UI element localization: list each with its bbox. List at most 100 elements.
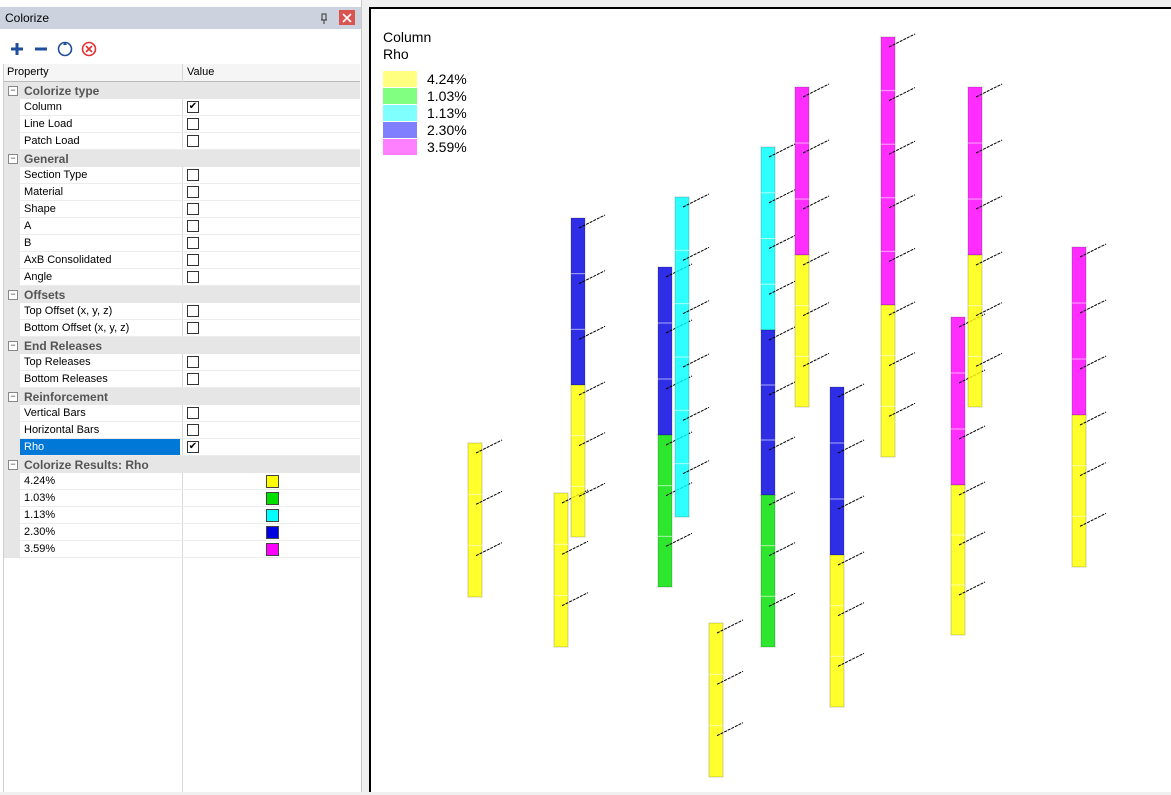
header-cell: Property bbox=[7, 66, 49, 78]
pin-button[interactable] bbox=[321, 13, 327, 24]
property-row[interactable]: 4.24% bbox=[4, 473, 360, 490]
row-indent bbox=[4, 371, 20, 388]
property-row[interactable]: Angle bbox=[4, 269, 360, 286]
property-row[interactable]: Top Offset (x, y, z) bbox=[4, 303, 360, 320]
close-button[interactable] bbox=[339, 10, 355, 25]
property-row[interactable]: Bottom Offset (x, y, z) bbox=[4, 320, 360, 337]
property-label: Column bbox=[24, 101, 62, 113]
local-axis bbox=[682, 300, 710, 315]
column-segment bbox=[1071, 246, 1087, 416]
row-indent bbox=[4, 218, 20, 235]
toolbar bbox=[11, 41, 97, 57]
property-label: Rho bbox=[20, 439, 180, 455]
checkbox[interactable] bbox=[187, 169, 199, 181]
group-row[interactable]: − Offsets bbox=[4, 286, 360, 303]
title-buttons bbox=[321, 10, 355, 25]
column-segment bbox=[760, 494, 776, 648]
local-axis bbox=[578, 270, 606, 285]
collapse-toggle[interactable]: − bbox=[8, 460, 18, 470]
property-row[interactable]: 2.30% bbox=[4, 524, 360, 541]
property-label: B bbox=[24, 237, 32, 249]
local-axis bbox=[888, 87, 916, 102]
property-row[interactable]: A bbox=[4, 218, 360, 235]
group-label: Reinforcement bbox=[24, 390, 109, 404]
property-row[interactable]: AxB Consolidated bbox=[4, 252, 360, 269]
checkbox[interactable] bbox=[187, 424, 199, 436]
collapse-toggle[interactable]: − bbox=[8, 290, 18, 300]
local-axis bbox=[888, 352, 916, 367]
local-axis bbox=[682, 246, 710, 261]
property-row[interactable]: 1.03% bbox=[4, 490, 360, 507]
checkbox[interactable]: ✔ bbox=[187, 441, 199, 453]
checkbox[interactable] bbox=[187, 186, 199, 198]
property-label: 1.13% bbox=[24, 509, 56, 521]
property-row[interactable]: Shape bbox=[4, 201, 360, 218]
checkbox[interactable] bbox=[187, 254, 199, 266]
column-segment bbox=[657, 434, 673, 588]
property-row[interactable]: Section Type bbox=[4, 167, 360, 184]
checkbox[interactable] bbox=[187, 305, 199, 317]
property-label: AxB Consolidated bbox=[24, 254, 112, 266]
color-swatch[interactable] bbox=[266, 543, 279, 556]
clear-button[interactable] bbox=[81, 41, 97, 57]
local-axis bbox=[1079, 243, 1107, 258]
local-axis bbox=[1079, 512, 1107, 527]
checkbox[interactable] bbox=[187, 373, 199, 385]
checkbox[interactable] bbox=[187, 271, 199, 283]
property-row[interactable]: Bottom Releases bbox=[4, 371, 360, 388]
checkbox[interactable] bbox=[187, 220, 199, 232]
property-label: Bottom Releases bbox=[24, 373, 108, 385]
property-row[interactable]: Horizontal Bars bbox=[4, 422, 360, 439]
group-label: General bbox=[24, 152, 69, 166]
refresh-button[interactable] bbox=[57, 41, 73, 57]
group-row[interactable]: − Colorize Results: Rho bbox=[4, 456, 360, 473]
color-swatch[interactable] bbox=[266, 509, 279, 522]
property-row[interactable]: 1.13% bbox=[4, 507, 360, 524]
collapse-toggle[interactable]: − bbox=[8, 392, 18, 402]
checkbox[interactable] bbox=[187, 237, 199, 249]
column-segment bbox=[829, 554, 845, 708]
local-axis bbox=[888, 194, 916, 209]
group-row[interactable]: − General bbox=[4, 150, 360, 167]
checkbox[interactable] bbox=[187, 322, 199, 334]
collapse-toggle[interactable]: − bbox=[8, 341, 18, 351]
legend-swatch bbox=[383, 71, 417, 87]
legend-label: 4.24% bbox=[427, 71, 467, 87]
checkbox[interactable] bbox=[187, 356, 199, 368]
group-row[interactable]: − End Releases bbox=[4, 337, 360, 354]
color-swatch[interactable] bbox=[266, 526, 279, 539]
property-row[interactable]: Patch Load bbox=[4, 133, 360, 150]
collapse-toggle[interactable]: − bbox=[8, 154, 18, 164]
local-axis bbox=[975, 302, 1003, 317]
checkbox[interactable]: ✔ bbox=[187, 101, 199, 113]
row-indent bbox=[4, 303, 20, 320]
color-swatch[interactable] bbox=[266, 492, 279, 505]
checkbox[interactable] bbox=[187, 407, 199, 419]
checkbox[interactable] bbox=[187, 135, 199, 147]
property-row[interactable]: Line Load bbox=[4, 116, 360, 133]
property-row[interactable]: Material bbox=[4, 184, 360, 201]
row-indent bbox=[4, 133, 20, 150]
legend-swatch bbox=[383, 139, 417, 155]
checkbox[interactable] bbox=[187, 118, 199, 130]
group-row[interactable]: − Reinforcement bbox=[4, 388, 360, 405]
property-row[interactable]: Vertical Bars bbox=[4, 405, 360, 422]
property-row[interactable]: B bbox=[4, 235, 360, 252]
property-row[interactable]: Top Releases bbox=[4, 354, 360, 371]
color-swatch[interactable] bbox=[266, 475, 279, 488]
property-row[interactable]: 3.59% bbox=[4, 541, 360, 558]
property-label: 1.03% bbox=[24, 492, 56, 504]
property-row[interactable]: Rho ✔ bbox=[4, 439, 360, 456]
legend-swatch bbox=[383, 122, 417, 138]
local-axis bbox=[578, 214, 606, 229]
column-segment bbox=[880, 36, 896, 306]
group-row[interactable]: − Colorize type bbox=[4, 82, 360, 99]
property-row[interactable]: Column ✔ bbox=[4, 99, 360, 116]
collapse-toggle[interactable]: − bbox=[8, 86, 18, 96]
add-button[interactable] bbox=[11, 43, 23, 55]
property-label: Section Type bbox=[24, 169, 88, 181]
column-segment bbox=[794, 86, 810, 256]
local-axis bbox=[768, 491, 796, 506]
checkbox[interactable] bbox=[187, 203, 199, 215]
